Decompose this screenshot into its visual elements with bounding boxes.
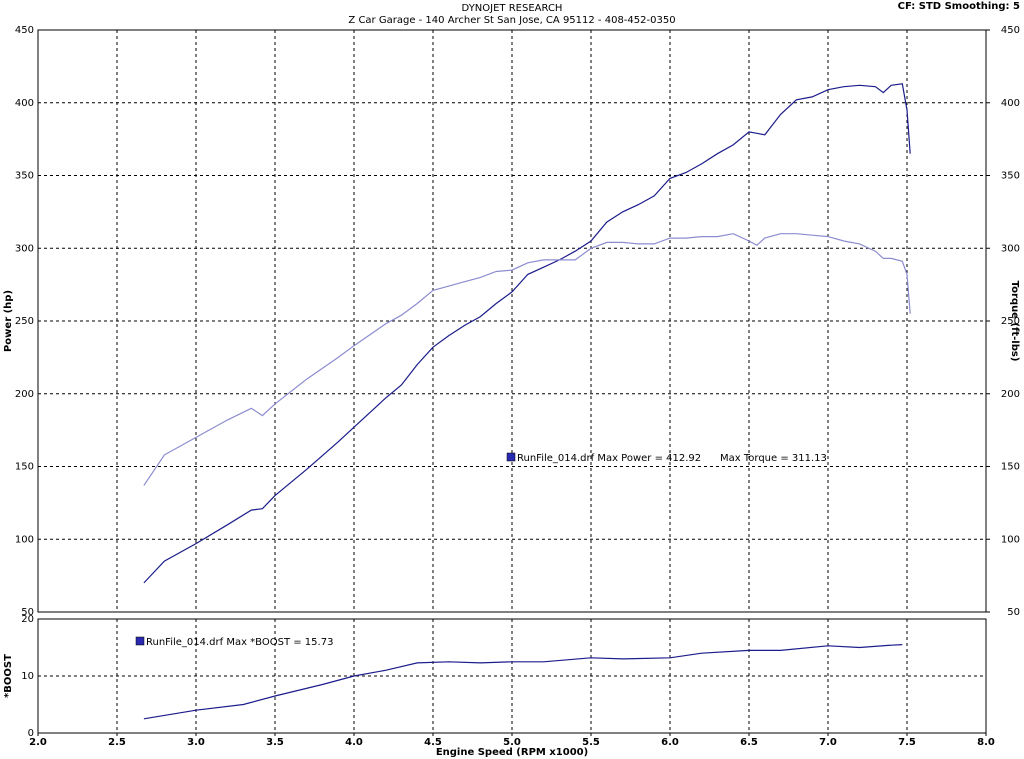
legend-swatch <box>506 452 516 462</box>
y2-tick-label: 100 <box>1001 534 1020 545</box>
y-tick-label: 20 <box>21 614 34 625</box>
x-tick-label: 3.5 <box>266 737 284 748</box>
x-tick-label: 4.0 <box>345 737 363 748</box>
y2-tick-label: 250 <box>1001 316 1020 327</box>
y2-tick-label: 50 <box>1007 607 1020 618</box>
y-tick-label: 100 <box>15 534 34 545</box>
y-tick-label: 450 <box>15 25 34 36</box>
y2-tick-label: 400 <box>1001 98 1020 109</box>
y-axis-label: *BOOST <box>3 654 14 698</box>
x-tick-label: 5.5 <box>582 737 600 748</box>
x-tick-label: 7.5 <box>898 737 916 748</box>
y-tick-label: 50 <box>21 607 34 618</box>
chart-subtitle: Z Car Garage - 140 Archer St San Jose, C… <box>348 15 675 26</box>
y-tick-label: 350 <box>15 171 34 182</box>
x-tick-label: 4.5 <box>424 737 442 748</box>
y2-tick-label: 300 <box>1001 243 1020 254</box>
y-tick-label: 150 <box>15 462 34 473</box>
y2-tick-label: 150 <box>1001 462 1020 473</box>
x-tick-label: 5.0 <box>503 737 521 748</box>
x-tick-label: 2.0 <box>29 737 47 748</box>
x-tick-label: 8.0 <box>977 737 995 748</box>
annotation: Max Torque = 311.13 <box>720 453 827 464</box>
legend-swatch <box>135 636 145 646</box>
y-tick-label: 10 <box>21 671 34 682</box>
y2-tick-label: 350 <box>1001 171 1020 182</box>
y-tick-label: 400 <box>15 98 34 109</box>
x-tick-label: 6.0 <box>661 737 679 748</box>
annotation: RunFile_014.drf Max Power = 412.92 <box>517 453 701 464</box>
y2-tick-label: 450 <box>1001 25 1020 36</box>
y-tick-label: 250 <box>15 316 34 327</box>
x-tick-label: 6.5 <box>740 737 758 748</box>
chart-title: DYNOJET RESEARCH <box>462 3 563 14</box>
y-tick-label: 0 <box>28 728 34 739</box>
x-tick-label: 2.5 <box>108 737 126 748</box>
series-line <box>143 233 911 486</box>
y-tick-label: 200 <box>15 389 34 400</box>
y2-tick-label: 200 <box>1001 389 1020 400</box>
y-tick-label: 300 <box>15 243 34 254</box>
x-tick-label: 7.0 <box>819 737 837 748</box>
settings-text: CF: STD Smoothing: 5 <box>898 1 1020 12</box>
y-axis-label: Power (hp) <box>3 290 14 352</box>
annotation: RunFile_014.drf Max *BOOST = 15.73 <box>146 637 333 648</box>
x-axis-label: Engine Speed (RPM x1000) <box>436 747 588 758</box>
series-line <box>143 83 911 584</box>
y2-axis-label: Torque (ft-lbs) <box>1009 281 1020 362</box>
x-tick-label: 3.0 <box>187 737 205 748</box>
series-line <box>143 644 903 720</box>
